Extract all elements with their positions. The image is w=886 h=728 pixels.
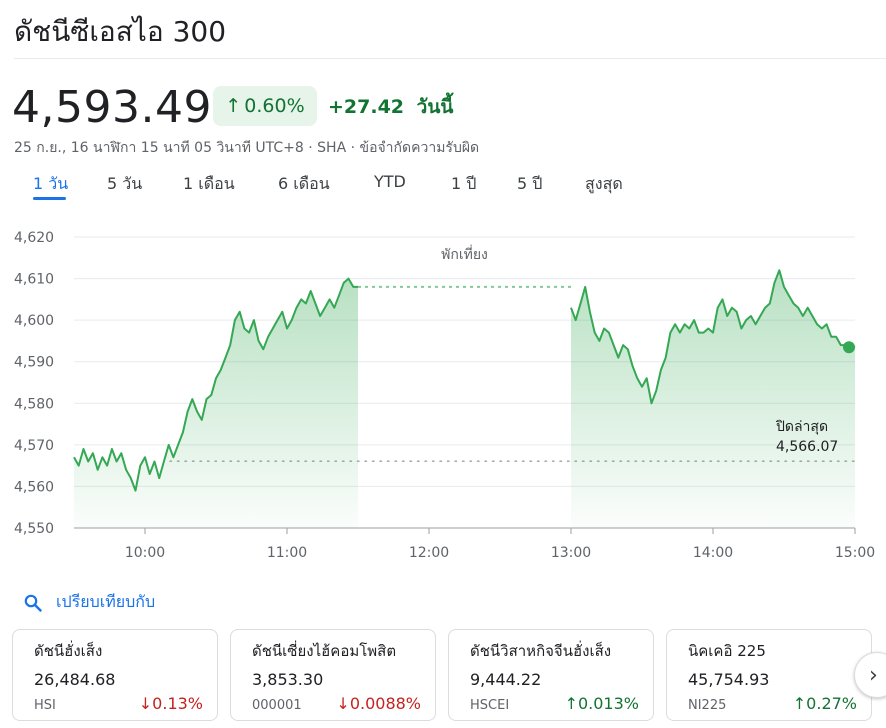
tab-1-month[interactable]: 1 เดือน (183, 174, 235, 193)
morning-series-line (73, 277, 358, 492)
change-percent: 0.60% (244, 95, 305, 117)
tab-5-days[interactable]: 5 วัน (107, 174, 143, 193)
tab-5-years[interactable]: 5 ปี (517, 174, 543, 193)
index-card-name: ดัชนีวิสาหกิจจีนฮั่งเส็ง (470, 642, 612, 660)
prev-close-value: 4,566.07 (776, 439, 838, 455)
price-chart[interactable]: 4,620 4,610 4,600 4,590 4,580 4,570 4,560 4,550… (0, 215, 886, 575)
tab-1-day[interactable]: 1 วัน (33, 174, 69, 193)
arrow-down-icon: ↓ (336, 694, 350, 713)
index-card-ni225[interactable]: นิคเคอิ 225 45,754.93 NI225 ↑0.27% (666, 629, 872, 721)
compare-label: เปรียบเทียบกับ (56, 592, 156, 611)
tab-ytd[interactable]: YTD (374, 172, 406, 191)
current-price: 4,593.49 (12, 82, 212, 133)
y-tick-label: 4,590 (14, 355, 54, 371)
arrow-up-icon: ↑ (564, 694, 578, 713)
index-card-change-value: 0.013% (577, 694, 639, 713)
index-card-price: 45,754.93 (688, 670, 770, 689)
y-tick-label: 4,600 (14, 313, 54, 329)
index-card-symbol: HSI (34, 698, 56, 713)
compare-button[interactable]: เปรียบเทียบกับ (24, 590, 155, 615)
header-divider (14, 58, 886, 59)
change-percent-badge: ↑ 0.60% (213, 86, 317, 126)
afternoon-series-line (570, 269, 856, 405)
index-card-name: นิคเคอิ 225 (688, 642, 766, 660)
index-card-price: 9,444.22 (470, 670, 542, 689)
index-card-symbol: 000001 (252, 698, 302, 713)
tab-max[interactable]: สูงสุด (585, 174, 623, 193)
index-card-symbol: NI225 (688, 698, 727, 713)
index-card-change: ↑0.013% (565, 694, 639, 713)
index-card-change-value: 0.13% (152, 694, 203, 713)
y-tick-label: 4,580 (14, 396, 54, 412)
afternoon-series-area (571, 270, 855, 528)
tab-1-year[interactable]: 1 ปี (451, 174, 477, 193)
prev-close-label: ปิดล่าสุด (776, 419, 829, 435)
index-card-000001[interactable]: ดัชนีเซี่ยงไฮ้คอมโพสิต 3,853.30 000001 ↓… (230, 629, 436, 721)
morning-series-area (74, 278, 358, 528)
x-tick-label: 14:00 (693, 545, 733, 561)
index-card-name: ดัชนีฮั่งเส็ง (34, 642, 103, 660)
change-absolute-value: +27.42 (328, 96, 405, 118)
index-card-symbol: HSCEI (470, 698, 510, 713)
y-tick-label: 4,610 (14, 272, 54, 288)
range-tabs: 1 วัน 5 วัน 1 เดือน 6 เดือน YTD 1 ปี 5 ป… (0, 172, 886, 202)
x-tick-label: 12:00 (409, 545, 449, 561)
active-tab-indicator (33, 197, 66, 200)
arrow-down-icon: ↓ (138, 694, 153, 713)
index-card-change-value: 0.27% (806, 694, 857, 713)
quote-meta: 25 ก.ย., 16 นาฬิกา 15 นาที 05 วินาที UTC… (14, 140, 480, 156)
arrow-up-icon: ↑ (225, 95, 242, 117)
index-card-change-value: 0.0088% (349, 694, 421, 713)
last-price-dot (843, 341, 855, 354)
y-tick-label: 4,620 (14, 230, 54, 246)
x-tick-label: 11:00 (267, 545, 307, 561)
search-icon (24, 594, 42, 612)
index-card-price: 3,853.30 (252, 670, 324, 689)
change-absolute: +27.42 วันนี้ (328, 92, 453, 122)
y-tick-label: 4,570 (14, 438, 54, 454)
x-tick-label: 15:00 (835, 545, 875, 561)
y-tick-label: 4,560 (14, 479, 54, 495)
y-tick-label: 4,550 (14, 521, 54, 537)
change-period: วันนี้ (416, 96, 454, 118)
index-card-hsi[interactable]: ดัชนีฮั่งเส็ง 26,484.68 HSI ↓0.13% (12, 629, 218, 721)
tab-6-months[interactable]: 6 เดือน (278, 174, 330, 193)
arrow-up-icon: ↑ (792, 694, 807, 713)
page-title: ดัชนีซีเอสไอ 300 (14, 15, 227, 48)
x-tick-label: 13:00 (551, 545, 591, 561)
chevron-right-icon: › (869, 662, 878, 688)
index-card-hscei[interactable]: ดัชนีวิสาหกิจจีนฮั่งเส็ง 9,444.22 HSCEI … (448, 629, 654, 721)
index-card-change: ↓0.13% (139, 694, 203, 713)
lunch-break-label: พักเที่ยง (441, 245, 488, 263)
index-card-change: ↓0.0088% (336, 694, 421, 713)
x-tick-label: 10:00 (125, 545, 165, 561)
index-card-price: 26,484.68 (34, 670, 116, 689)
index-card-name: ดัชนีเซี่ยงไฮ้คอมโพสิต (252, 642, 397, 660)
index-card-change: ↑0.27% (793, 694, 857, 713)
